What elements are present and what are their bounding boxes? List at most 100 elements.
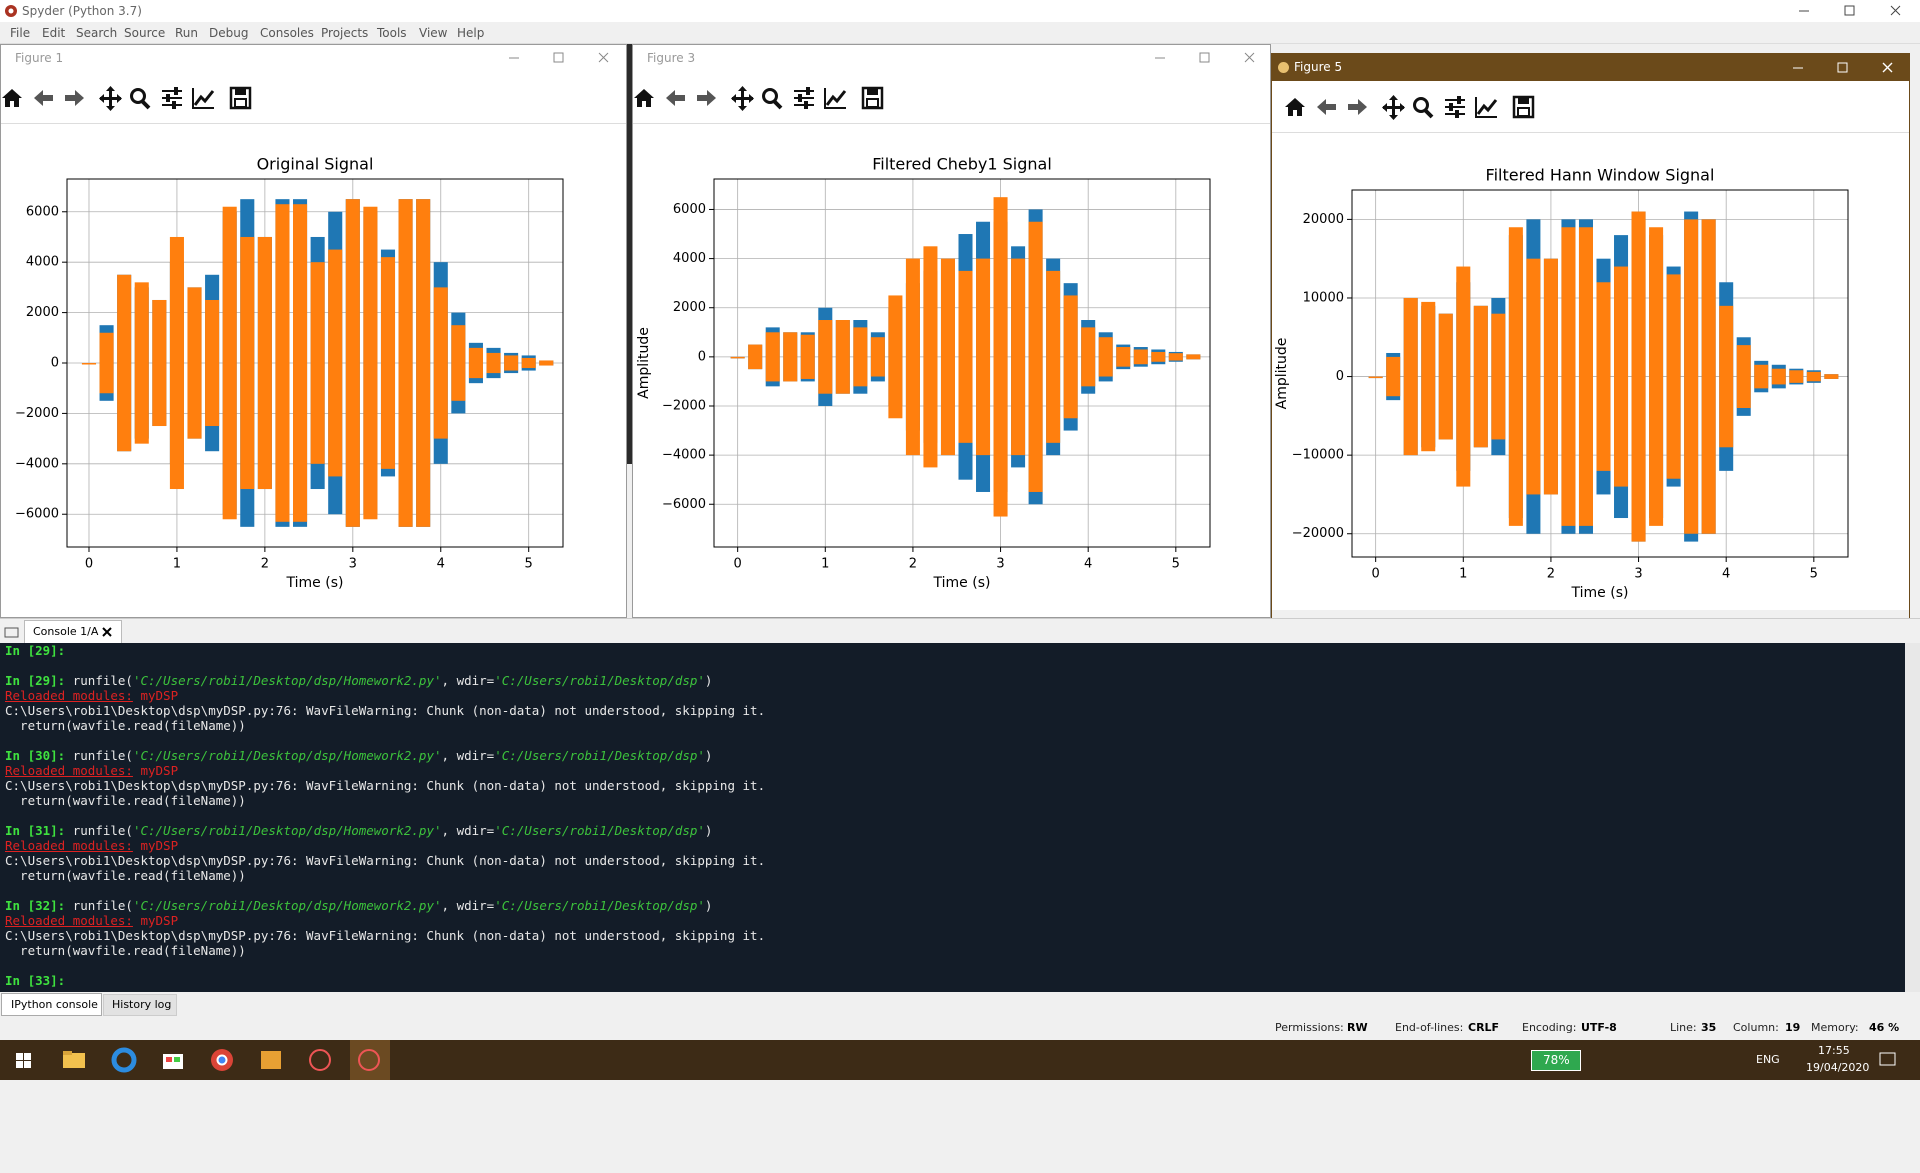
console-text: 'C:/Users/robi1/Desktop/dsp/Homework2.py… — [132, 673, 442, 688]
y-tick-label: 0 — [1336, 369, 1344, 384]
console-scrollbar[interactable] — [1905, 643, 1920, 992]
chart-title: Filtered Cheby1 Signal — [872, 155, 1052, 174]
waveform-segment — [1421, 301, 1436, 452]
home-button[interactable] — [2, 89, 22, 107]
forward-button[interactable] — [1348, 99, 1367, 115]
waveform-segment — [1754, 364, 1769, 389]
restore-button[interactable] — [1844, 5, 1855, 16]
console-text: runfile( — [65, 748, 133, 763]
close-tab-button[interactable] — [101, 626, 113, 638]
input-language[interactable]: ENG — [1756, 1053, 1780, 1066]
menu-item[interactable]: Consoles — [260, 26, 314, 40]
home-button[interactable] — [634, 89, 654, 107]
store[interactable] — [163, 1054, 183, 1069]
ipython-console-tab[interactable]: IPython console — [1, 993, 102, 1016]
x-tick-label: 3 — [996, 557, 1004, 572]
x-tick-label: 1 — [821, 557, 829, 572]
back-button[interactable] — [1317, 99, 1336, 115]
close-button[interactable] — [1890, 5, 1901, 16]
save-button[interactable] — [861, 86, 884, 110]
configure-button[interactable] — [1445, 96, 1465, 118]
toolbar-icons — [1285, 95, 1535, 120]
console-text: runfile( — [65, 898, 133, 913]
waveform-segment — [1806, 371, 1821, 382]
menu-item[interactable]: Source — [124, 26, 166, 40]
edit-axis-button[interactable] — [1475, 97, 1498, 118]
figure-window: Figure 1 −6000 −4000 −2000 0 2000 4000 6000 0 1 2… — [0, 44, 627, 618]
menu-item[interactable]: Projects — [321, 26, 369, 40]
configure-button[interactable] — [162, 87, 182, 109]
waveform-segment — [81, 363, 97, 365]
notifications[interactable] — [1878, 1050, 1898, 1070]
menu-item[interactable]: Edit — [42, 26, 66, 40]
configure-button[interactable] — [794, 87, 814, 109]
console-line: In [29]: runfile('C:/Users/robi1/Desktop… — [0, 673, 1905, 688]
figure-canvas: −6000 −4000 −2000 0 2000 4000 6000 0 1 2 3 4 5 Filter… — [636, 155, 1211, 591]
back-button[interactable] — [34, 90, 53, 106]
edit-axis-button[interactable] — [824, 88, 847, 109]
browse-tabs-icon[interactable] — [4, 625, 20, 639]
waveform-segment — [99, 332, 114, 394]
waveform-segment — [1649, 227, 1664, 526]
waveform-segment — [504, 355, 519, 371]
y-tick-label: 4000 — [673, 251, 706, 266]
waveform-segment — [433, 287, 448, 439]
pan-button[interactable] — [99, 86, 122, 111]
chrome[interactable] — [211, 1049, 233, 1071]
console-text: , wdir= — [441, 748, 495, 763]
spyder-app-active[interactable] — [358, 1049, 380, 1071]
maximize-button[interactable] — [1837, 62, 1848, 73]
history-log-tab[interactable]: History log — [103, 994, 177, 1016]
menu-item[interactable]: Run — [175, 26, 199, 40]
edge[interactable] — [111, 1047, 137, 1073]
back-button[interactable] — [666, 90, 685, 106]
waveform-segment — [1824, 374, 1839, 379]
zoom-button[interactable] — [1413, 97, 1434, 119]
figure-title-bar: Figure 3 — [633, 45, 1270, 72]
bottom-tab-row: IPython console History log — [0, 992, 1920, 1016]
y-axis-label: Amplitude — [1274, 338, 1290, 410]
zoom-button[interactable] — [130, 88, 151, 110]
forward-button[interactable] — [65, 90, 84, 106]
status-label: Encoding: — [1522, 1021, 1577, 1034]
close-button[interactable] — [1244, 52, 1255, 63]
console-text: Reloaded modules: — [5, 763, 133, 778]
menu-item[interactable]: View — [419, 26, 448, 40]
y-tick-label: −2000 — [662, 398, 706, 413]
pan-button[interactable] — [1382, 95, 1405, 120]
app-title: Spyder (Python 3.7) — [22, 4, 142, 18]
menu-item[interactable]: Help — [457, 26, 485, 40]
clock-time[interactable]: 17:55 — [1818, 1044, 1850, 1057]
file-explorer[interactable] — [63, 1051, 85, 1068]
console-line: In [32]: runfile('C:/Users/robi1/Desktop… — [0, 898, 1905, 913]
clock-date[interactable]: 19/04/2020 — [1806, 1061, 1870, 1074]
waveform-segment — [1736, 345, 1751, 408]
close-button[interactable] — [598, 52, 609, 63]
menu-item[interactable]: File — [10, 26, 31, 40]
menu-item[interactable]: Search — [76, 26, 118, 40]
spyder-app[interactable] — [309, 1049, 331, 1071]
console-tab[interactable]: Console 1/A — [24, 620, 122, 644]
pan-button[interactable] — [731, 86, 754, 111]
waveform-segment — [870, 337, 885, 377]
forward-button[interactable] — [697, 90, 716, 106]
home-button[interactable] — [1285, 98, 1305, 116]
y-tick-label: −20000 — [1292, 526, 1344, 541]
start-button[interactable] — [16, 1053, 31, 1068]
battery-indicator[interactable]: 78% — [1531, 1050, 1581, 1071]
close-button[interactable] — [1882, 62, 1893, 73]
menu-item[interactable]: Debug — [209, 26, 249, 40]
save-button[interactable] — [1512, 95, 1535, 119]
maximize-button[interactable] — [1199, 52, 1210, 63]
console-text: ) — [704, 823, 713, 838]
edit-axis-button[interactable] — [192, 88, 215, 109]
media-app[interactable] — [261, 1051, 281, 1069]
y-tick-label: 6000 — [673, 202, 706, 217]
maximize-button[interactable] — [553, 52, 564, 63]
menu-item[interactable]: Tools — [377, 26, 407, 40]
zoom-button[interactable] — [762, 88, 783, 110]
save-button[interactable] — [229, 86, 252, 110]
window-controls — [1793, 62, 1893, 73]
x-tick-label: 0 — [85, 557, 93, 572]
console-text: 'C:/Users/robi1/Desktop/dsp' — [494, 823, 705, 838]
